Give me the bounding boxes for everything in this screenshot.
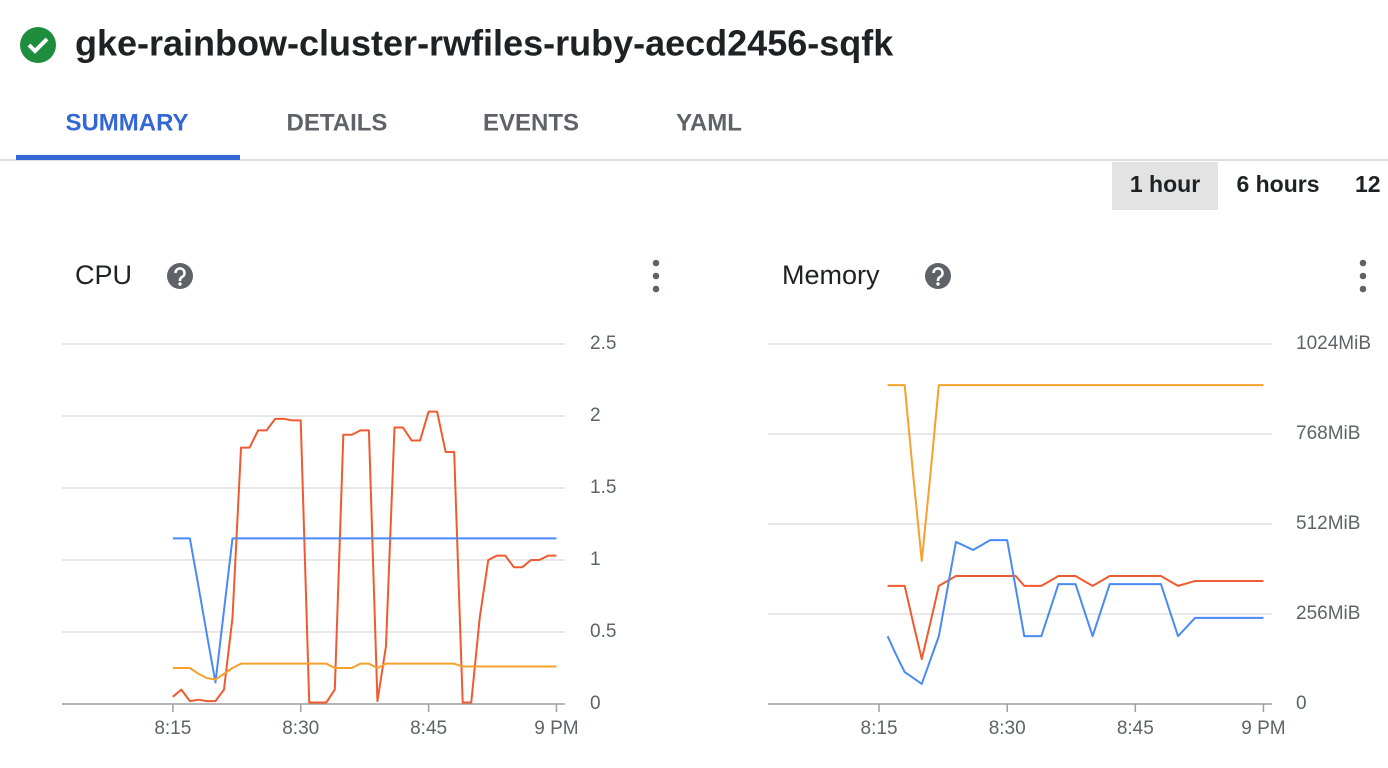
page-title: gke-rainbow-cluster-rwfiles-ruby-aecd245… [75,23,894,64]
help-icon[interactable] [925,263,951,289]
x-tick-label: 9 PM [1241,718,1285,739]
y-tick-label: 0 [1296,693,1307,714]
y-tick-label: 1 [590,549,601,570]
more-menu[interactable] [1359,259,1367,293]
tab[interactable]: EVENTS [483,109,579,136]
help-icon[interactable] [167,263,193,289]
time-range-button[interactable]: 1 hour [1130,171,1200,197]
active-tab-indicator [16,155,240,160]
data-line [887,384,1264,562]
chart-title: CPU [75,260,132,290]
y-tick-label: 1.5 [590,477,616,498]
data-line [172,662,557,681]
tab[interactable]: SUMMARY [65,109,188,136]
x-tick-label: 8:30 [282,718,319,739]
y-tick-label: 768MiB [1296,423,1360,444]
time-range-button[interactable]: 12 [1355,171,1381,197]
data-line [172,410,557,704]
status-icon [20,27,56,63]
tab[interactable]: YAML [676,109,742,136]
y-tick-label: 256MiB [1296,603,1360,624]
y-tick-label: 2 [590,405,601,426]
data-line [886,539,1264,685]
x-tick-label: 9 PM [534,718,578,739]
tab[interactable]: DETAILS [287,109,388,136]
y-tick-label: 1024MiB [1296,333,1371,354]
data-line [887,575,1264,660]
x-tick-label: 8:15 [154,718,191,739]
chart-title: Memory [782,260,880,290]
more-menu[interactable] [652,259,660,293]
selected-range-bg [1112,162,1218,210]
y-tick-label: 0.5 [590,621,616,642]
x-tick-label: 8:45 [410,718,447,739]
y-tick-label: 512MiB [1296,513,1360,534]
data-line [172,537,557,684]
x-tick-label: 8:30 [989,718,1026,739]
tab-divider [0,159,1388,161]
x-tick-label: 8:45 [1117,718,1154,739]
x-tick-label: 8:15 [861,718,898,739]
time-range-button[interactable]: 6 hours [1236,171,1319,197]
check-mark [27,37,49,54]
y-tick-label: 2.5 [590,333,616,354]
y-tick-label: 0 [590,693,601,714]
